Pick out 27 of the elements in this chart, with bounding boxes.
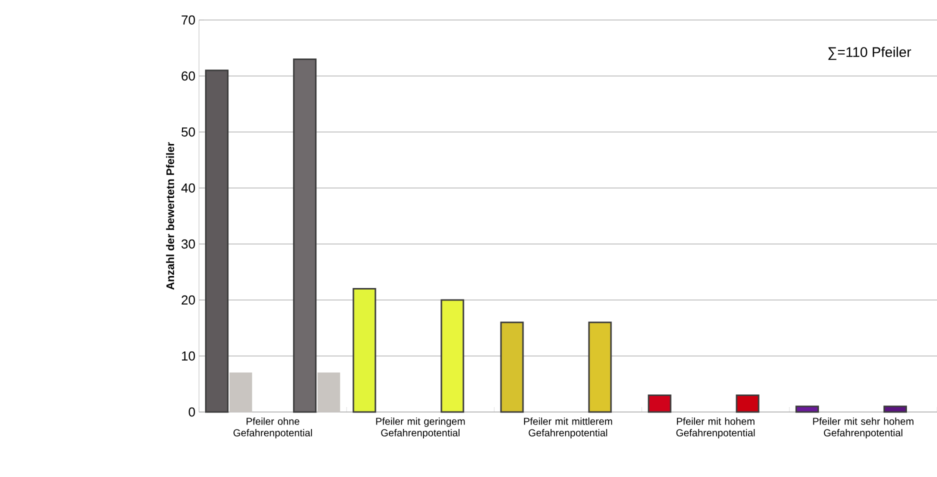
bar [352, 288, 376, 413]
bar [588, 322, 612, 413]
y-axis-title: Anzahl der bewertetn Pfeiler [166, 142, 174, 290]
annotation: ∑=110 Pfeiler [828, 46, 912, 60]
x-tick-label: Pfeiler mit hohem Gefahrenpotential [676, 418, 755, 438]
y-tick-label: 0 [188, 407, 195, 417]
x-tick-label: Pfeiler mit geringem Gefahrenpotential [376, 418, 465, 438]
y-tick-label: 70 [182, 15, 195, 25]
bar [205, 70, 229, 413]
x-tick-label: Pfeiler mit mittlerem Gefahrenpotential [524, 418, 612, 438]
y-tick-label: 50 [182, 127, 195, 137]
bar [736, 394, 760, 413]
bar [230, 372, 252, 412]
bar [795, 406, 819, 413]
bar [440, 299, 464, 413]
bar [500, 322, 524, 413]
y-tick-label: 40 [181, 183, 195, 193]
x-tick-label: Pfeiler ohne Gefahrenpotential [234, 418, 312, 438]
y-tick-label: 20 [182, 295, 195, 305]
y-tick-label: 60 [182, 71, 195, 81]
bar [293, 58, 317, 413]
bar [883, 406, 907, 413]
x-tick-label: Pfeiler mit sehr hohem Gefahrenpotential [813, 418, 914, 438]
y-tick-label: 10 [182, 351, 195, 361]
y-tick-label: 30 [182, 239, 195, 249]
bar [648, 394, 672, 413]
bar [318, 372, 340, 412]
